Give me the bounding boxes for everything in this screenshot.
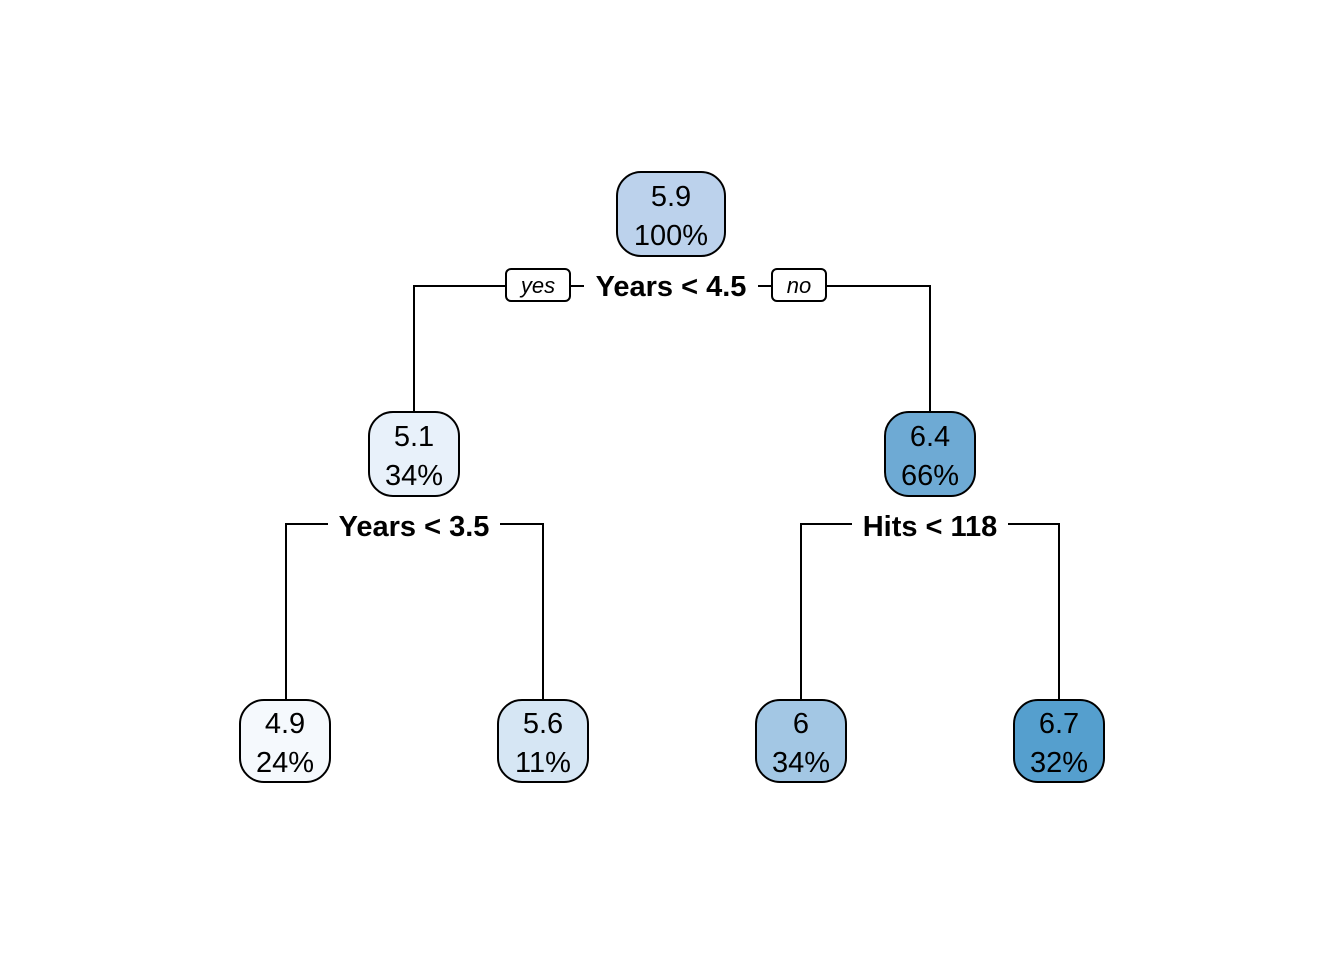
tree-edges xyxy=(285,285,1060,700)
edge-n2-right xyxy=(500,523,544,700)
branch-tag-no: no xyxy=(771,268,827,302)
node-box-n4 xyxy=(239,699,331,783)
node-value-root: 5.9 xyxy=(651,181,691,213)
node-percent-n5: 11% xyxy=(515,747,571,779)
tree-node-root: 5.9 100% xyxy=(616,171,726,257)
tree-node-n4: 4.9 24% xyxy=(239,699,331,783)
node-percent-n3: 66% xyxy=(901,460,959,492)
split-label-n3: Hits < 118 xyxy=(863,511,998,543)
split-label-root: Years < 4.5 xyxy=(596,271,747,303)
node-value-n6: 6 xyxy=(793,708,809,740)
node-percent-n4: 24% xyxy=(256,747,314,779)
node-box-n6 xyxy=(755,699,847,783)
node-value-n7: 6.7 xyxy=(1039,708,1079,740)
node-value-n2: 5.1 xyxy=(394,421,434,453)
node-percent-root: 100% xyxy=(634,220,708,252)
node-box-n7 xyxy=(1013,699,1105,783)
tree-node-n6: 6 34% xyxy=(755,699,847,783)
branch-tag-yes: yes xyxy=(505,268,571,302)
node-value-n3: 6.4 xyxy=(910,421,950,453)
node-box-n5 xyxy=(497,699,589,783)
node-box-n3 xyxy=(884,411,976,497)
node-box-n2 xyxy=(368,411,460,497)
split-label-n2: Years < 3.5 xyxy=(339,511,490,543)
node-percent-n7: 32% xyxy=(1030,747,1088,779)
branch-tag-yes-text: yes xyxy=(519,273,555,298)
node-percent-n6: 34% xyxy=(772,747,830,779)
node-box-root xyxy=(616,171,726,257)
branch-tag-no-text: no xyxy=(787,273,811,298)
tree-node-n2: 5.1 34% xyxy=(368,411,460,497)
tree-node-n3: 6.4 66% xyxy=(884,411,976,497)
tree-node-n5: 5.6 11% xyxy=(497,699,589,783)
node-value-n5: 5.6 xyxy=(523,708,563,740)
edge-n3-right xyxy=(1008,523,1060,700)
edge-n2-left xyxy=(285,523,328,700)
tree-node-n7: 6.7 32% xyxy=(1013,699,1105,783)
edge-n3-left xyxy=(800,523,852,700)
node-value-n4: 4.9 xyxy=(265,708,305,740)
edge-root-right xyxy=(826,285,931,412)
node-percent-n2: 34% xyxy=(385,460,443,492)
edge-root-left xyxy=(413,285,506,412)
